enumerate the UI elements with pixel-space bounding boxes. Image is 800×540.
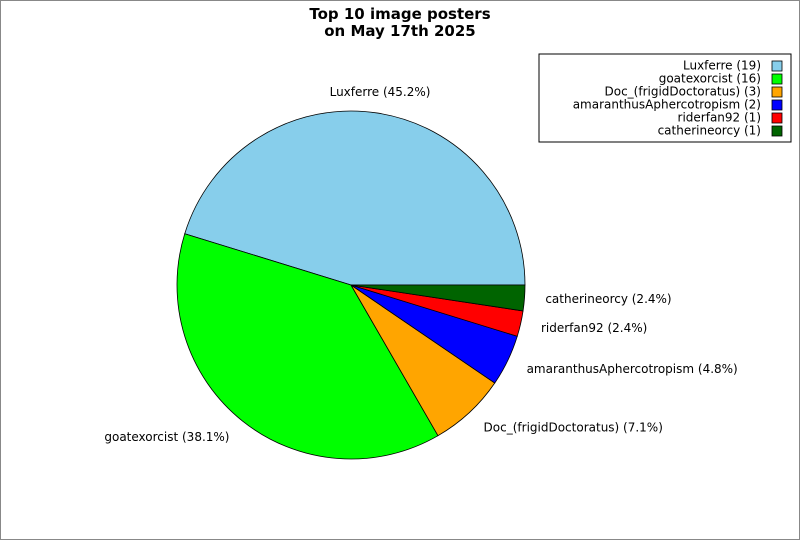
slice-label: amaranthusAphercotropism (4.8%) — [527, 362, 738, 376]
legend-label: goatexorcist (16) — [659, 72, 761, 86]
slice-label: catherineorcy (2.4%) — [545, 292, 671, 306]
slice-label: goatexorcist (38.1%) — [104, 430, 229, 444]
pie-slice — [184, 110, 526, 286]
slice-label: Doc_(frigidDoctoratus) (7.1%) — [484, 420, 663, 434]
legend-swatch — [771, 60, 783, 72]
pie-slice — [350, 284, 526, 312]
legend-label: Luxferre (19) — [683, 59, 761, 73]
legend-swatch — [771, 99, 783, 111]
legend-box — [538, 53, 792, 143]
legend-swatch — [771, 86, 783, 98]
slice-label: riderfan92 (2.4%) — [541, 321, 647, 335]
legend-label: catherineorcy (1) — [658, 124, 761, 138]
chart-title: Top 10 image posters on May 17th 2025 — [309, 5, 491, 40]
legend-label: amaranthusAphercotropism (2) — [573, 98, 761, 112]
legend-swatch — [771, 73, 783, 85]
slice-label: Luxferre (45.2%) — [330, 85, 431, 99]
legend-label: riderfan92 (1) — [678, 111, 761, 125]
pie-slice — [176, 233, 439, 460]
legend-label: Doc_(frigidDoctoratus) (3) — [605, 85, 762, 99]
legend-swatch — [771, 112, 783, 124]
legend-swatch — [771, 125, 783, 137]
